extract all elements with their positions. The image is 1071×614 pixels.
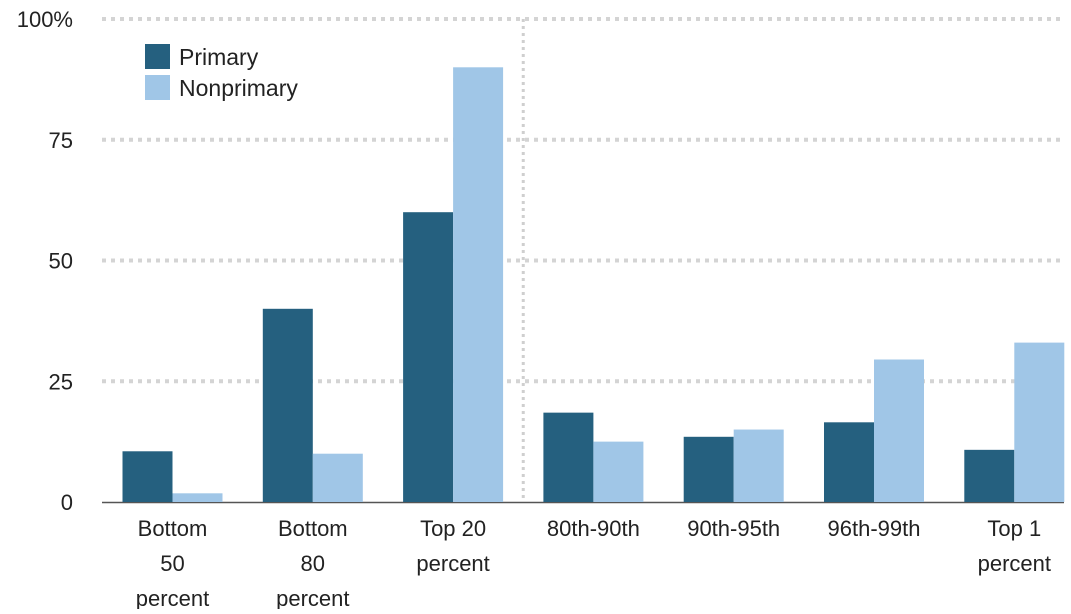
x-category-label: 96th-99th [828, 516, 921, 541]
bar-primary-2 [403, 212, 454, 502]
legend-label: Primary [179, 44, 259, 70]
x-axis: Bottom 50 percent Bottom 80 percent Top 20 perc… [136, 516, 1051, 611]
legend-swatch [145, 44, 170, 69]
x-category-label: percent [416, 551, 489, 576]
x-category-label: percent [136, 586, 209, 609]
x-category-label: Bottom [138, 516, 208, 541]
bar-primary-0 [122, 451, 173, 502]
x-category-label: Top 1 [987, 516, 1041, 541]
legend-swatch [145, 75, 170, 100]
x-category-label: percent [276, 586, 349, 609]
x-category-label: 80th-90th [547, 516, 640, 541]
x-category-label: 80 [301, 551, 325, 576]
bar-primary-5 [824, 422, 874, 502]
bar-nonprimary-6 [1014, 342, 1065, 502]
bar-nonprimary-4 [733, 429, 784, 502]
y-tick-label: 0 [61, 490, 73, 515]
bars [122, 67, 1065, 503]
x-category-label: Bottom [278, 516, 348, 541]
y-tick-label: 100% [17, 7, 73, 32]
x-category-label: Top 20 [420, 516, 486, 541]
y-tick-label: 50 [49, 249, 73, 274]
x-category-label: percent [978, 551, 1051, 576]
x-category-label: 90th-95th [687, 516, 780, 541]
bar-nonprimary-1 [312, 453, 363, 502]
bar-primary-6 [964, 449, 1015, 502]
legend-label: Nonprimary [179, 75, 298, 101]
bar-nonprimary-0 [172, 493, 223, 502]
x-category-label: 50 [160, 551, 184, 576]
y-axis: 0 25 50 75 100% [17, 7, 73, 515]
bar-primary-3 [543, 412, 594, 502]
y-tick-label: 75 [49, 128, 73, 153]
bar-nonprimary-3 [593, 441, 644, 502]
bar-nonprimary-5 [874, 359, 924, 502]
bar-nonprimary-2 [453, 67, 504, 503]
y-tick-label: 25 [49, 369, 73, 394]
legend: Primary Nonprimary [145, 44, 298, 101]
bar-primary-1 [262, 308, 313, 502]
bar-primary-4 [683, 436, 734, 502]
